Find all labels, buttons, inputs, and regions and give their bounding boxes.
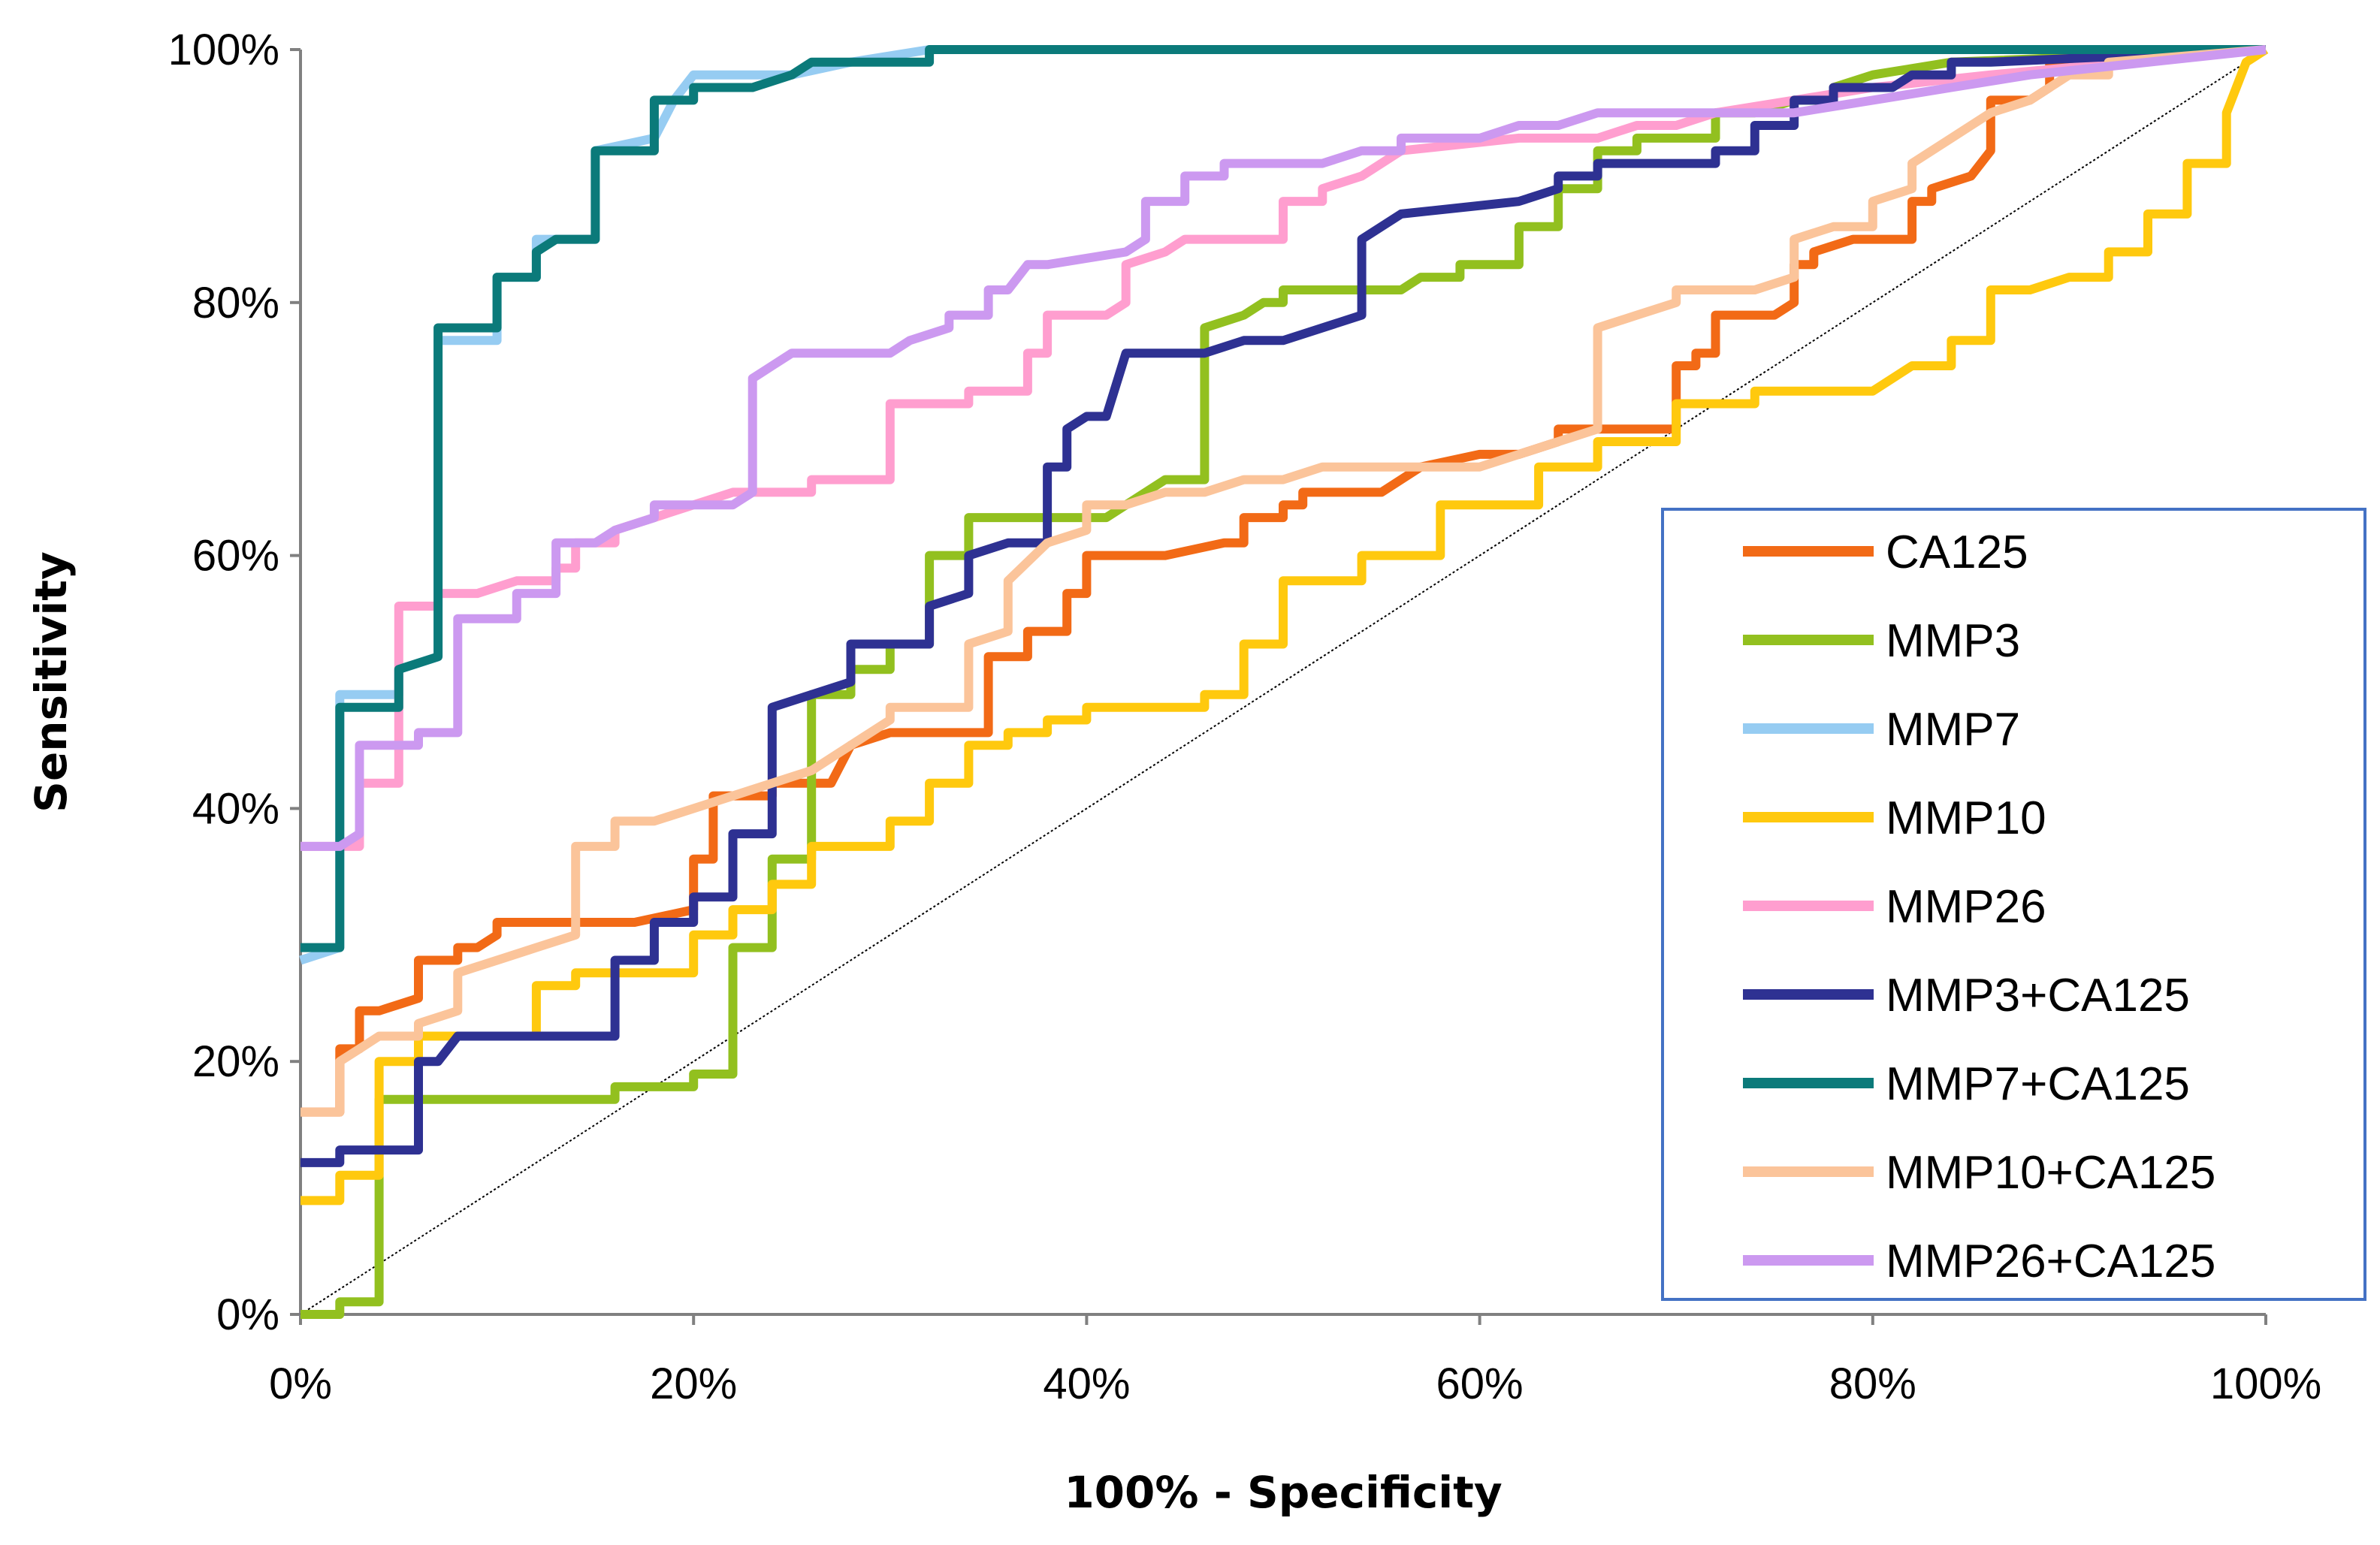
legend-label-mmp3: MMP3 bbox=[1886, 615, 2020, 667]
series-line-mmp7-plus-ca125 bbox=[301, 45, 2266, 952]
x-tick-label: 60% bbox=[1436, 1359, 1524, 1408]
x-axis-title: 100% - Specificity bbox=[1064, 1467, 1502, 1518]
x-tick-label: 20% bbox=[650, 1359, 737, 1408]
x-tick-label: 100% bbox=[2210, 1359, 2321, 1408]
series-line-mmp26-plus-ca125 bbox=[301, 45, 2267, 851]
x-axis-ticks: 0% 20% 40% 60% 80% 100% bbox=[269, 1314, 2321, 1408]
legend-label-mmp7: MMP7 bbox=[1886, 704, 2020, 756]
legend-items: CA125 MMP3 MMP7 MMP10 MMP26 MMP3+CA125 MMP7+CA… bbox=[1743, 527, 2215, 1287]
legend-label-mmp3-plus-ca125: MMP3+CA125 bbox=[1886, 970, 2190, 1021]
reference-diagonal-line bbox=[300, 49, 2267, 1315]
series-line-mmp3 bbox=[301, 45, 2267, 1319]
y-tick-label: 40% bbox=[192, 784, 279, 833]
y-tick-label: 100% bbox=[168, 26, 279, 74]
y-axis-title: Sensitivity bbox=[26, 551, 77, 813]
legend-label-ca125: CA125 bbox=[1886, 527, 2028, 578]
legend-label-mmp26-plus-ca125: MMP26+CA125 bbox=[1886, 1236, 2215, 1287]
series-line-mmp10 bbox=[301, 45, 2269, 1206]
legend-label-mmp26: MMP26 bbox=[1886, 881, 2046, 933]
x-tick-label: 0% bbox=[269, 1359, 332, 1408]
legend-label-mmp7-plus-ca125: MMP7+CA125 bbox=[1886, 1058, 2190, 1110]
y-tick-label: 60% bbox=[192, 532, 279, 581]
series-layer bbox=[299, 45, 2269, 1319]
series-line-mmp10-plus-ca125 bbox=[301, 45, 2267, 1117]
series-line-ca125 bbox=[301, 45, 2267, 1117]
series-line-mmp3-plus-ca125 bbox=[301, 45, 2267, 1167]
series-line-mmp26 bbox=[301, 45, 2267, 851]
y-tick-label: 0% bbox=[216, 1290, 279, 1339]
x-tick-label: 80% bbox=[1829, 1359, 1916, 1408]
legend-label-mmp10-plus-ca125: MMP10+CA125 bbox=[1886, 1147, 2215, 1199]
y-tick-label: 80% bbox=[192, 279, 279, 327]
y-axis-ticks: 0% 20% 40% 60% 80% 100% bbox=[168, 26, 301, 1339]
legend-label-mmp10: MMP10 bbox=[1886, 792, 2046, 844]
x-tick-label: 40% bbox=[1043, 1359, 1130, 1408]
y-tick-label: 20% bbox=[192, 1037, 279, 1086]
legend: CA125 MMP3 MMP7 MMP10 MMP26 MMP3+CA125 MMP7+CA… bbox=[1661, 508, 2366, 1301]
